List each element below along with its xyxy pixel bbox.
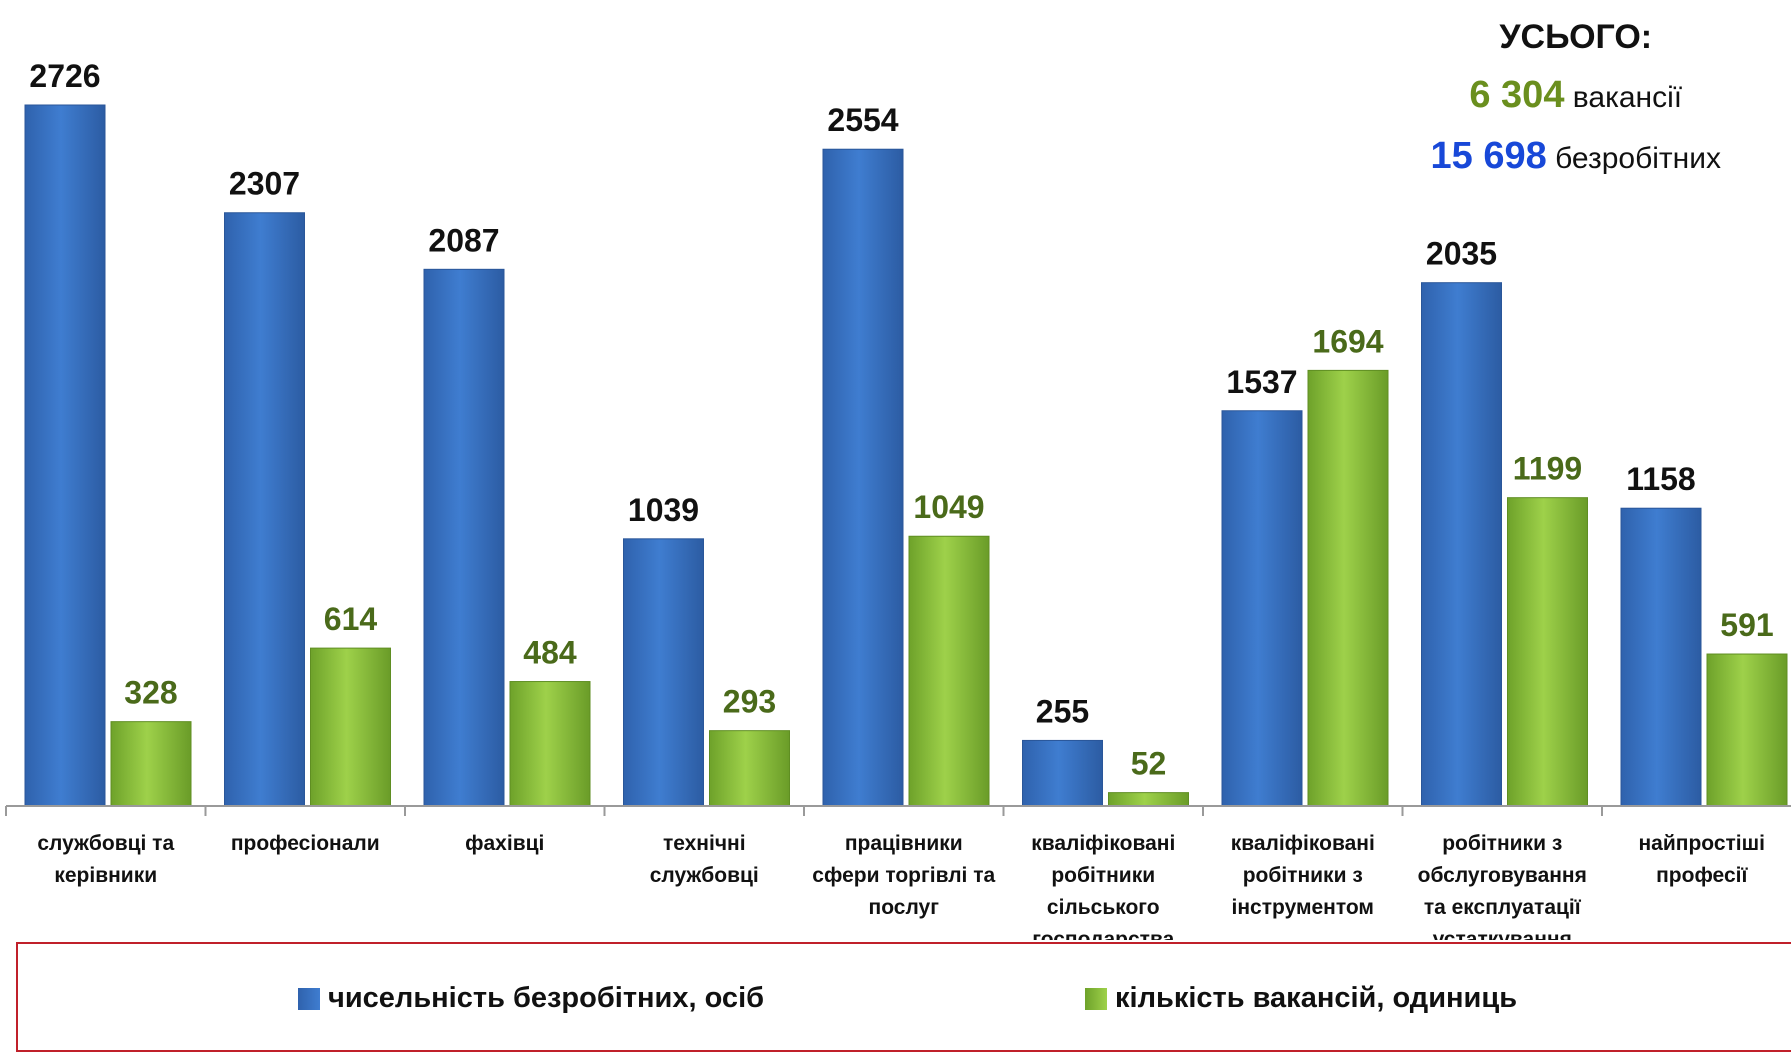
data-label-vacancies-2: 484 — [523, 635, 577, 671]
bar-unemployed-2 — [423, 268, 505, 807]
legend-item-unemployed: чисельність безробітних, осіб — [298, 982, 764, 1015]
data-label-unemployed-0: 2726 — [29, 58, 100, 94]
bar-unemployed-1 — [224, 212, 305, 807]
bar-unemployed-4 — [822, 148, 904, 807]
totals-unemployed-row: 15 698 безробітних — [1431, 127, 1722, 188]
data-label-unemployed-6: 1537 — [1226, 364, 1297, 400]
bar-vacancies-5 — [1108, 792, 1189, 807]
bar-vacancies-0 — [110, 721, 192, 807]
category-label-5: кваліфіковані робітники сільського господар… — [1031, 832, 1175, 940]
category-label-1: професіонали — [231, 832, 380, 855]
totals-title: УСЬОГО: — [1499, 18, 1653, 56]
legend-label-unemployed: чисельність безробітних, осіб — [328, 982, 765, 1014]
data-label-unemployed-7: 2035 — [1426, 236, 1497, 272]
legend-item-vacancies: кількість вакансій, одиниць — [1085, 982, 1517, 1015]
data-label-unemployed-3: 1039 — [628, 492, 699, 528]
category-label-2: фахівці — [465, 832, 544, 855]
bar-vacancies-6 — [1307, 369, 1389, 807]
data-label-unemployed-4: 2554 — [827, 102, 898, 138]
data-label-vacancies-3: 293 — [723, 684, 776, 720]
bar-vacancies-1 — [310, 647, 391, 807]
bar-vacancies-7 — [1507, 497, 1588, 807]
bar-vacancies-4 — [908, 535, 990, 807]
bar-unemployed-0 — [24, 104, 106, 807]
totals-unemployed-label: безробітних — [1555, 142, 1721, 175]
bar-unemployed-3 — [623, 538, 704, 807]
bar-vacancies-2 — [509, 681, 591, 807]
category-label-8: найпростіші професії — [1639, 832, 1765, 887]
totals-panel: УСЬОГО: 6 304 вакансії 15 698 безробітни… — [1431, 8, 1722, 188]
data-label-vacancies-4: 1049 — [913, 489, 984, 525]
totals-unemployed-value: 15 698 — [1430, 135, 1547, 177]
data-label-vacancies-6: 1694 — [1312, 323, 1383, 359]
category-label-3: технічні службовці — [650, 832, 759, 887]
legend-box — [16, 942, 1791, 1052]
bar-chart: 2726 328 2307 614 2087 484 1039 293 2554 1049 255 5… — [5, 58, 1791, 940]
data-label-unemployed-5: 255 — [1036, 693, 1089, 729]
legend-swatch-blue — [298, 987, 320, 1010]
data-label-vacancies-8: 591 — [1720, 607, 1773, 643]
category-label-6: кваліфіковані робітники з інструментом — [1231, 832, 1375, 919]
totals-vacancies-value: 6 304 — [1469, 74, 1565, 116]
bar-unemployed-6 — [1221, 410, 1303, 807]
bar-unemployed-7 — [1421, 282, 1502, 807]
category-label-7: робітники з обслуговування та експлуатації… — [1418, 832, 1587, 940]
data-label-unemployed-8: 1158 — [1626, 461, 1695, 497]
data-label-vacancies-1: 614 — [324, 601, 378, 637]
data-label-unemployed-1: 2307 — [229, 166, 300, 202]
totals-vacancies-label: вакансії — [1572, 81, 1683, 114]
data-label-vacancies-0: 328 — [124, 675, 177, 711]
data-label-vacancies-7: 1199 — [1513, 451, 1582, 487]
totals-vacancies-row: 6 304 вакансії — [1431, 66, 1722, 127]
bar-vacancies-3 — [709, 730, 790, 807]
category-label-0: службовці та керівники — [37, 832, 174, 887]
bar-vacancies-8 — [1706, 653, 1788, 807]
legend-label-vacancies: кількість вакансій, одиниць — [1115, 982, 1518, 1014]
data-label-vacancies-5: 52 — [1131, 746, 1167, 782]
bar-unemployed-5 — [1022, 739, 1103, 807]
legend-swatch-green — [1085, 987, 1107, 1010]
bar-unemployed-8 — [1620, 507, 1702, 807]
category-label-4: працівники сфери торгівлі та послуг — [812, 832, 995, 919]
data-label-unemployed-2: 2087 — [428, 222, 499, 258]
